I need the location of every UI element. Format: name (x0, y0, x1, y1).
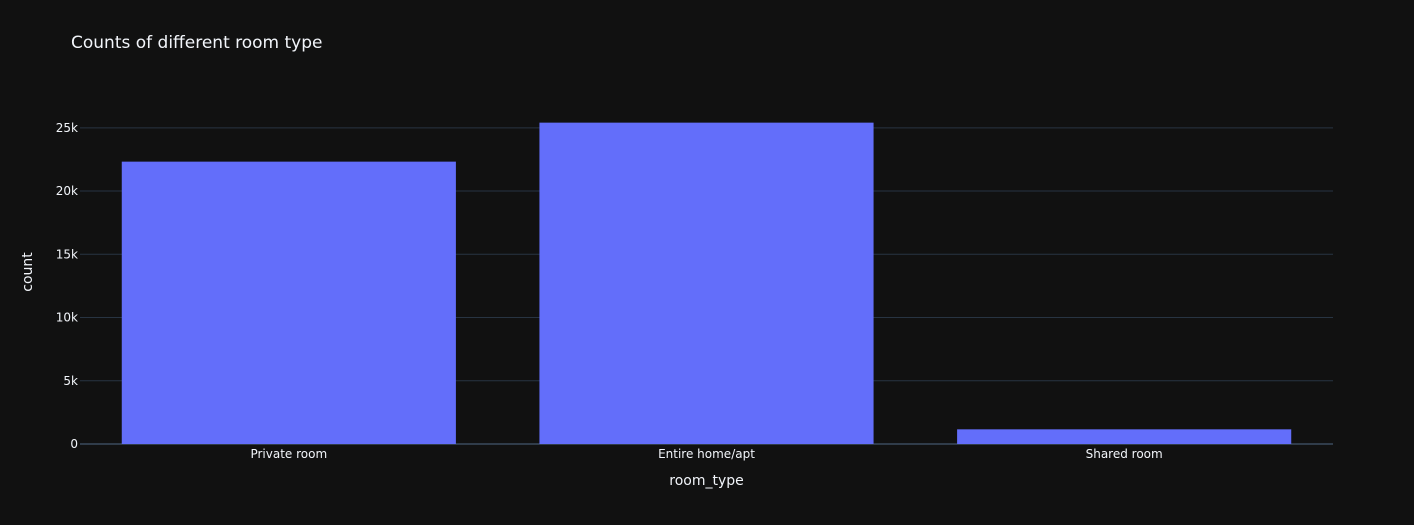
bar[interactable] (957, 429, 1292, 444)
bar[interactable] (539, 122, 874, 444)
x-tick-label: Private room (250, 447, 327, 461)
bar[interactable] (121, 161, 456, 444)
y-tick-label: 20k (56, 184, 78, 198)
bars (121, 122, 1292, 444)
x-tick-label: Shared room (1086, 447, 1163, 461)
y-tick-labels: 0 5k 10k 15k 20k 25k (56, 121, 78, 451)
y-tick-label: 15k (56, 247, 78, 261)
y-tick-label: 25k (56, 121, 78, 135)
y-tick-label: 10k (56, 311, 78, 325)
chart-title: Counts of different room type (71, 33, 323, 53)
x-axis-title: room_type (669, 473, 744, 489)
y-axis-title: count (20, 252, 36, 292)
x-tick-label: Entire home/apt (658, 447, 755, 461)
y-tick-label: 5k (63, 374, 78, 388)
x-tick-labels: Private room Entire home/apt Shared room (250, 447, 1162, 461)
y-tick-label: 0 (70, 437, 78, 451)
